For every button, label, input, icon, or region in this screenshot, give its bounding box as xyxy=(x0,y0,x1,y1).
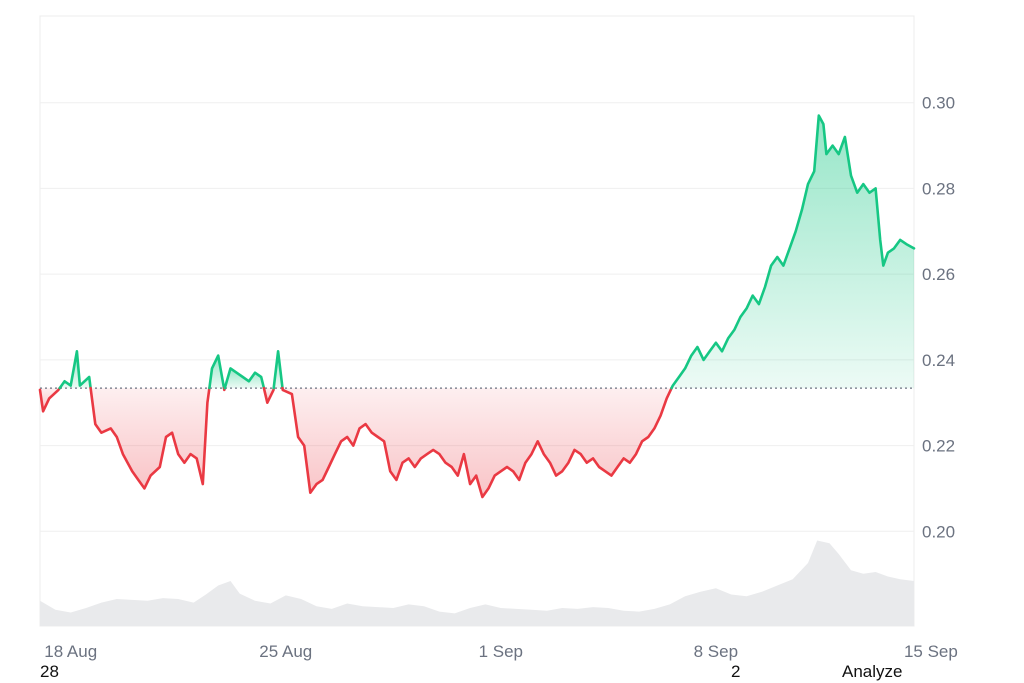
up-line-segment xyxy=(58,350,92,390)
up-line-segment xyxy=(208,354,226,390)
up-line-segment xyxy=(223,367,266,390)
footer-mid-text: 2 xyxy=(731,662,741,681)
volume-shape xyxy=(40,540,914,626)
price-line xyxy=(38,114,916,499)
footer-left-text: 28 xyxy=(40,662,59,681)
up-line-segment xyxy=(272,350,284,390)
y-tick-label: 0.28 xyxy=(922,179,955,198)
x-tick-label: 18 Aug xyxy=(44,642,97,661)
down-fill-segment xyxy=(282,388,672,497)
y-tick-label: 0.22 xyxy=(922,437,955,456)
y-axis-ticks: 0.30 0.28 0.26 0.24 0.22 0.20 xyxy=(922,94,955,542)
up-fill-segment xyxy=(209,355,224,389)
x-tick-label: 25 Aug xyxy=(259,642,312,661)
y-tick-label: 0.30 xyxy=(922,94,955,113)
x-axis-ticks: 18 Aug 25 Aug 1 Sep 8 Sep 15 Sep xyxy=(44,642,958,661)
down-line-segment xyxy=(281,386,673,499)
y-tick-label: 0.20 xyxy=(922,522,955,541)
up-fill-segment xyxy=(59,351,91,389)
y-tick-label: 0.24 xyxy=(922,351,955,370)
analyze-link[interactable]: Analyze xyxy=(842,662,903,681)
y-tick-label: 0.26 xyxy=(922,265,955,284)
x-tick-label: 1 Sep xyxy=(479,642,523,661)
up-line-segment xyxy=(670,114,916,390)
up-fill-segment xyxy=(671,115,914,389)
price-fill xyxy=(40,115,914,497)
volume-area xyxy=(40,540,914,626)
x-tick-label: 8 Sep xyxy=(694,642,738,661)
down-line-segment xyxy=(38,386,61,413)
x-tick-label: 15 Sep xyxy=(904,642,958,661)
down-line-segment xyxy=(89,386,211,490)
down-fill-segment xyxy=(90,388,210,489)
